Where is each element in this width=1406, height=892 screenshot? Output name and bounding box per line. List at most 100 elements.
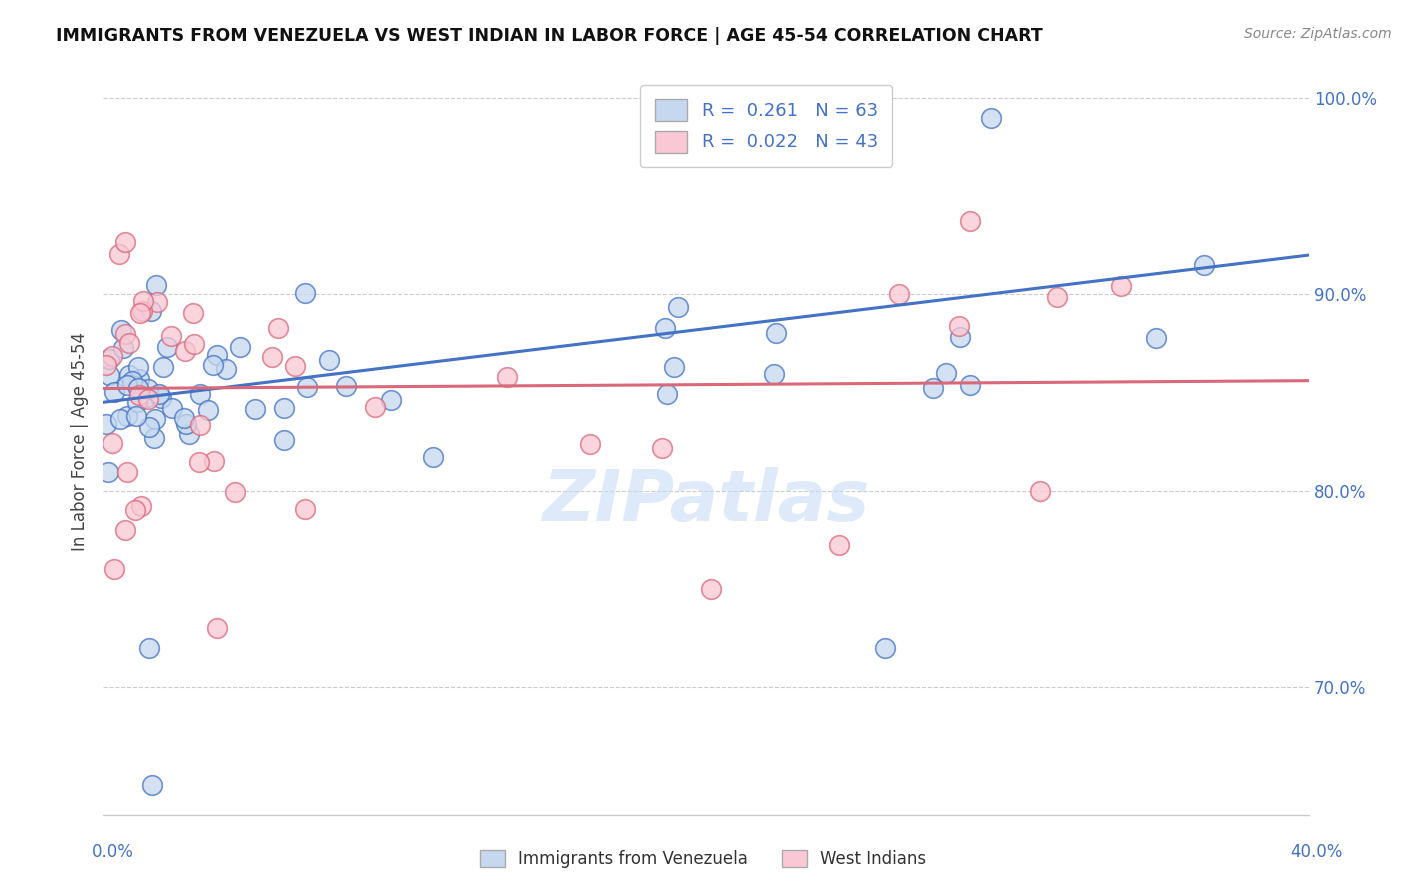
Point	[132, 293, 155, 308]
Point	[188, 387, 211, 401]
Point	[98, 368, 121, 382]
Point	[129, 306, 152, 320]
Point	[765, 326, 787, 340]
Point	[162, 401, 184, 415]
Point	[141, 778, 163, 792]
Point	[496, 369, 519, 384]
Point	[700, 582, 723, 596]
Point	[873, 640, 896, 655]
Point	[224, 484, 246, 499]
Point	[114, 523, 136, 537]
Point	[127, 381, 149, 395]
Point	[205, 348, 228, 362]
Point	[138, 420, 160, 434]
Point	[177, 427, 200, 442]
Point	[108, 247, 131, 261]
Point	[128, 371, 150, 385]
Point	[127, 359, 149, 374]
Point	[103, 562, 125, 576]
Point	[949, 329, 972, 343]
Point	[173, 410, 195, 425]
Point	[267, 320, 290, 334]
Point	[935, 367, 957, 381]
Point	[948, 318, 970, 333]
Point	[959, 214, 981, 228]
Point	[138, 382, 160, 396]
Point	[114, 235, 136, 250]
Point	[117, 335, 139, 350]
Point	[181, 306, 204, 320]
Point	[229, 340, 252, 354]
Point	[887, 287, 910, 301]
Point	[380, 392, 402, 407]
Point	[183, 337, 205, 351]
Point	[202, 454, 225, 468]
Text: ZIPatlas: ZIPatlas	[543, 467, 870, 536]
Point	[651, 442, 673, 456]
Point	[662, 359, 685, 374]
Point	[335, 378, 357, 392]
Point	[245, 401, 267, 416]
Point	[124, 503, 146, 517]
Text: Source: ZipAtlas.com: Source: ZipAtlas.com	[1244, 27, 1392, 41]
Point	[150, 391, 173, 405]
Point	[922, 381, 945, 395]
Point	[205, 621, 228, 635]
Point	[363, 400, 385, 414]
Point	[422, 450, 444, 465]
Point	[654, 321, 676, 335]
Point	[145, 277, 167, 292]
Point	[117, 378, 139, 392]
Point	[666, 300, 689, 314]
Point	[1194, 258, 1216, 272]
Point	[655, 386, 678, 401]
Point	[1111, 279, 1133, 293]
Point	[152, 360, 174, 375]
Point	[136, 392, 159, 406]
Text: 0.0%: 0.0%	[91, 843, 134, 861]
Point	[148, 387, 170, 401]
Point	[94, 417, 117, 432]
Point	[318, 352, 340, 367]
Y-axis label: In Labor Force | Age 45-54: In Labor Force | Age 45-54	[72, 332, 89, 551]
Point	[215, 361, 238, 376]
Point	[578, 437, 600, 451]
Point	[101, 436, 124, 450]
Point	[129, 499, 152, 513]
Point	[295, 379, 318, 393]
Point	[284, 359, 307, 373]
Point	[110, 412, 132, 426]
Point	[959, 378, 981, 392]
Point	[1144, 331, 1167, 345]
Point	[176, 417, 198, 431]
Point	[125, 409, 148, 423]
Point	[118, 368, 141, 383]
Point	[143, 430, 166, 444]
Point	[1029, 483, 1052, 498]
Point	[160, 329, 183, 343]
Point	[827, 538, 849, 552]
Point	[115, 466, 138, 480]
Point	[138, 640, 160, 655]
Legend: Immigrants from Venezuela, West Indians: Immigrants from Venezuela, West Indians	[474, 843, 932, 875]
Point	[1046, 290, 1069, 304]
Point	[273, 401, 295, 415]
Point	[139, 303, 162, 318]
Point	[260, 350, 283, 364]
Point	[763, 368, 786, 382]
Point	[202, 358, 225, 372]
Point	[156, 340, 179, 354]
Point	[127, 394, 149, 409]
Text: 40.0%: 40.0%	[1291, 843, 1343, 861]
Point	[97, 351, 120, 366]
Point	[121, 374, 143, 388]
Point	[135, 391, 157, 405]
Point	[188, 418, 211, 433]
Point	[173, 343, 195, 358]
Text: IMMIGRANTS FROM VENEZUELA VS WEST INDIAN IN LABOR FORCE | AGE 45-54 CORRELATION : IMMIGRANTS FROM VENEZUELA VS WEST INDIAN…	[56, 27, 1043, 45]
Point	[100, 349, 122, 363]
Point	[110, 323, 132, 337]
Point	[111, 341, 134, 355]
Point	[273, 434, 295, 448]
Legend: R =  0.261   N = 63, R =  0.022   N = 43: R = 0.261 N = 63, R = 0.022 N = 43	[640, 85, 893, 167]
